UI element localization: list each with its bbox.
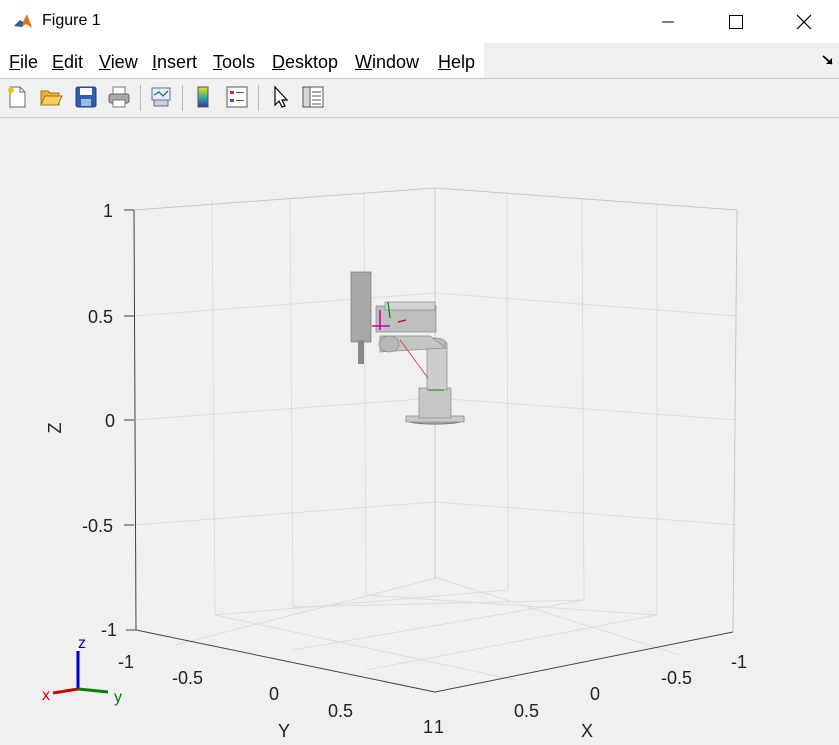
minimize-button[interactable] (633, 0, 703, 43)
toolbar-separator (182, 85, 183, 111)
insert-legend-button[interactable] (224, 84, 250, 110)
new-figure-icon (8, 86, 26, 108)
close-button[interactable] (769, 0, 839, 43)
save-button[interactable] (73, 84, 99, 110)
menu-edit[interactable]: Edit (52, 52, 84, 72)
menu-view[interactable]: View (99, 52, 138, 72)
edit-plot-button[interactable] (268, 84, 294, 110)
x-tick: 0 (590, 684, 600, 704)
title-bar: Figure 1 (0, 0, 839, 43)
open-file-button[interactable] (38, 84, 64, 110)
z-tick: 0.5 (88, 307, 113, 327)
minimize-icon (662, 21, 674, 22)
new-figure-button[interactable] (5, 84, 31, 110)
y-tick: 1 (423, 717, 433, 737)
link-plot-icon (151, 87, 171, 107)
z-tick: 0 (105, 411, 115, 431)
z-tick: 1 (103, 201, 113, 221)
menu-desktop[interactable]: Desktop (272, 52, 339, 72)
insert-colorbar-button[interactable] (190, 84, 216, 110)
toolbar-separator (258, 85, 259, 111)
menu-tools[interactable]: Tools (213, 52, 256, 72)
toolbar-separator (140, 85, 141, 111)
menu-insert[interactable]: Insert (152, 52, 198, 72)
open-file-icon (40, 90, 63, 106)
edit-plot-icon (274, 85, 289, 108)
y-tick: -0.5 (172, 668, 203, 688)
dock-arrow-icon[interactable] (821, 53, 835, 67)
z-axis-label: Z (45, 423, 65, 434)
x-tick: 1 (434, 717, 444, 737)
menu-help[interactable]: Help (438, 52, 476, 72)
triad-x-label: x (42, 687, 50, 704)
grid-lines (133, 191, 738, 681)
axes-3d[interactable]: 1 0.5 0 -0.5 -1 Z -1 -0.5 0 0.5 1 Y 1 0.… (0, 118, 839, 745)
triad-y-label: y (114, 689, 122, 706)
triad-x-axis (52, 687, 79, 695)
property-inspector-icon (302, 86, 324, 108)
triad-z-label: z (78, 635, 86, 652)
axes-box (133, 187, 738, 693)
print-button[interactable] (106, 84, 132, 110)
triad-y-axis (77, 687, 109, 694)
close-icon (796, 14, 812, 29)
insert-colorbar-icon (197, 86, 209, 108)
maximize-icon (729, 14, 743, 29)
y-tick: -1 (118, 652, 134, 672)
z-tick: -1 (101, 620, 117, 640)
menu-file[interactable]: File (9, 52, 39, 72)
maximize-button[interactable] (701, 0, 771, 43)
menu-window[interactable]: Window (355, 52, 420, 72)
menu-bar: File Edit View Insert Tools Desktop Wind… (0, 43, 839, 78)
matlab-icon (12, 11, 34, 33)
y-tick: 0.5 (328, 701, 353, 721)
link-plot-button[interactable] (148, 84, 174, 110)
print-icon (108, 86, 130, 108)
x-axis-label: X (581, 721, 593, 741)
robot-model[interactable] (350, 271, 465, 425)
tick-marks (124, 209, 136, 631)
menu-bar-filler (484, 43, 839, 78)
x-tick: -0.5 (661, 668, 692, 688)
x-tick: -1 (731, 652, 747, 672)
y-tick: 0 (269, 684, 279, 704)
menu-separator (0, 78, 839, 79)
axes-triad: z x y (42, 635, 122, 706)
window-title: Figure 1 (42, 12, 101, 29)
figure-toolbar (0, 79, 839, 118)
insert-legend-icon (226, 86, 248, 108)
property-inspector-button[interactable] (300, 84, 326, 110)
save-icon (75, 86, 97, 108)
z-tick: -0.5 (82, 516, 113, 536)
y-axis-label: Y (278, 721, 290, 741)
x-tick: 0.5 (514, 701, 539, 721)
